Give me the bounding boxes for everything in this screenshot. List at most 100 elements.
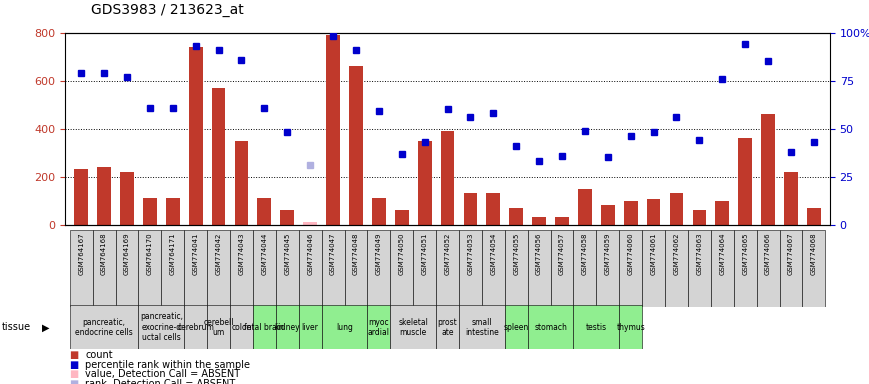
Text: GSM774059: GSM774059: [605, 233, 611, 275]
Bar: [441, 131, 454, 225]
Bar: [739, 138, 752, 225]
Bar: [642, 230, 665, 307]
Bar: [230, 230, 253, 307]
Bar: [390, 230, 413, 307]
Text: prost
ate: prost ate: [438, 318, 457, 337]
Bar: [207, 305, 230, 349]
Text: GSM764167: GSM764167: [78, 233, 84, 275]
Bar: [235, 141, 249, 225]
Text: GSM774042: GSM774042: [216, 233, 222, 275]
Bar: [349, 66, 363, 225]
Text: cerebrum: cerebrum: [177, 323, 214, 332]
Bar: [555, 217, 569, 225]
Text: ■: ■: [70, 369, 79, 379]
Bar: [647, 199, 660, 225]
Text: GSM774052: GSM774052: [445, 233, 450, 275]
Bar: [207, 230, 230, 307]
Bar: [116, 230, 138, 307]
Text: skeletal
muscle: skeletal muscle: [398, 318, 428, 337]
Text: GSM764169: GSM764169: [124, 233, 130, 275]
Bar: [459, 230, 482, 307]
Bar: [212, 88, 225, 225]
Bar: [574, 305, 620, 349]
Text: GSM764171: GSM764171: [169, 233, 176, 275]
Bar: [463, 194, 477, 225]
Text: GSM774054: GSM774054: [490, 233, 496, 275]
Bar: [322, 230, 344, 307]
Text: GSM774063: GSM774063: [696, 233, 702, 275]
Text: value, Detection Call = ABSENT: value, Detection Call = ABSENT: [85, 369, 241, 379]
Text: GSM774043: GSM774043: [238, 233, 244, 275]
Bar: [257, 198, 271, 225]
Bar: [436, 230, 459, 307]
Text: GSM774046: GSM774046: [307, 233, 313, 275]
Bar: [482, 230, 505, 307]
Bar: [601, 205, 614, 225]
Bar: [574, 230, 596, 307]
Text: ■: ■: [70, 379, 79, 384]
Text: GDS3983 / 213623_at: GDS3983 / 213623_at: [91, 3, 244, 17]
Bar: [184, 305, 207, 349]
Bar: [418, 141, 432, 225]
Bar: [184, 230, 207, 307]
Text: ▶: ▶: [42, 322, 50, 333]
Bar: [322, 305, 368, 349]
Text: GSM774041: GSM774041: [193, 233, 199, 275]
Text: testis: testis: [586, 323, 607, 332]
Text: GSM774064: GSM774064: [720, 233, 726, 275]
Text: GSM774057: GSM774057: [559, 233, 565, 275]
Bar: [166, 198, 180, 225]
Bar: [527, 230, 551, 307]
Bar: [303, 222, 317, 225]
Text: GSM774062: GSM774062: [673, 233, 680, 275]
Text: spleen: spleen: [504, 323, 529, 332]
Bar: [230, 305, 253, 349]
Bar: [143, 198, 156, 225]
Bar: [344, 230, 368, 307]
Bar: [715, 201, 729, 225]
Text: GSM774049: GSM774049: [376, 233, 381, 275]
Bar: [688, 230, 711, 307]
Text: count: count: [85, 350, 113, 360]
Bar: [120, 172, 134, 225]
Bar: [505, 305, 527, 349]
Bar: [807, 208, 820, 225]
Bar: [395, 210, 408, 225]
Bar: [162, 230, 184, 307]
Text: pancreatic,
exocrine-d
uctal cells: pancreatic, exocrine-d uctal cells: [140, 313, 182, 342]
Bar: [390, 305, 436, 349]
Text: GSM774047: GSM774047: [330, 233, 336, 275]
Text: GSM774051: GSM774051: [421, 233, 428, 275]
Text: ■: ■: [70, 350, 79, 360]
Bar: [189, 47, 202, 225]
Text: GSM774066: GSM774066: [765, 233, 771, 275]
Text: stomach: stomach: [534, 323, 567, 332]
Bar: [253, 230, 275, 307]
Text: GSM774068: GSM774068: [811, 233, 817, 275]
Bar: [551, 230, 574, 307]
Text: rank, Detection Call = ABSENT: rank, Detection Call = ABSENT: [85, 379, 235, 384]
Text: myoc
ardial: myoc ardial: [368, 318, 390, 337]
Text: GSM764168: GSM764168: [101, 233, 107, 275]
Bar: [596, 230, 620, 307]
Bar: [665, 230, 688, 307]
Bar: [372, 198, 386, 225]
Bar: [624, 201, 638, 225]
Text: pancreatic,
endocrine cells: pancreatic, endocrine cells: [76, 318, 133, 337]
Text: GSM774050: GSM774050: [399, 233, 405, 275]
Bar: [733, 230, 757, 307]
Bar: [75, 169, 88, 225]
Bar: [578, 189, 592, 225]
Bar: [670, 194, 683, 225]
Text: GSM774055: GSM774055: [514, 233, 519, 275]
Bar: [326, 35, 340, 225]
Bar: [275, 305, 299, 349]
Bar: [368, 230, 390, 307]
Bar: [779, 230, 802, 307]
Bar: [368, 305, 390, 349]
Bar: [532, 217, 546, 225]
Bar: [93, 230, 116, 307]
Text: lung: lung: [336, 323, 353, 332]
Text: GSM774060: GSM774060: [627, 233, 634, 275]
Text: GSM774044: GSM774044: [262, 233, 268, 275]
